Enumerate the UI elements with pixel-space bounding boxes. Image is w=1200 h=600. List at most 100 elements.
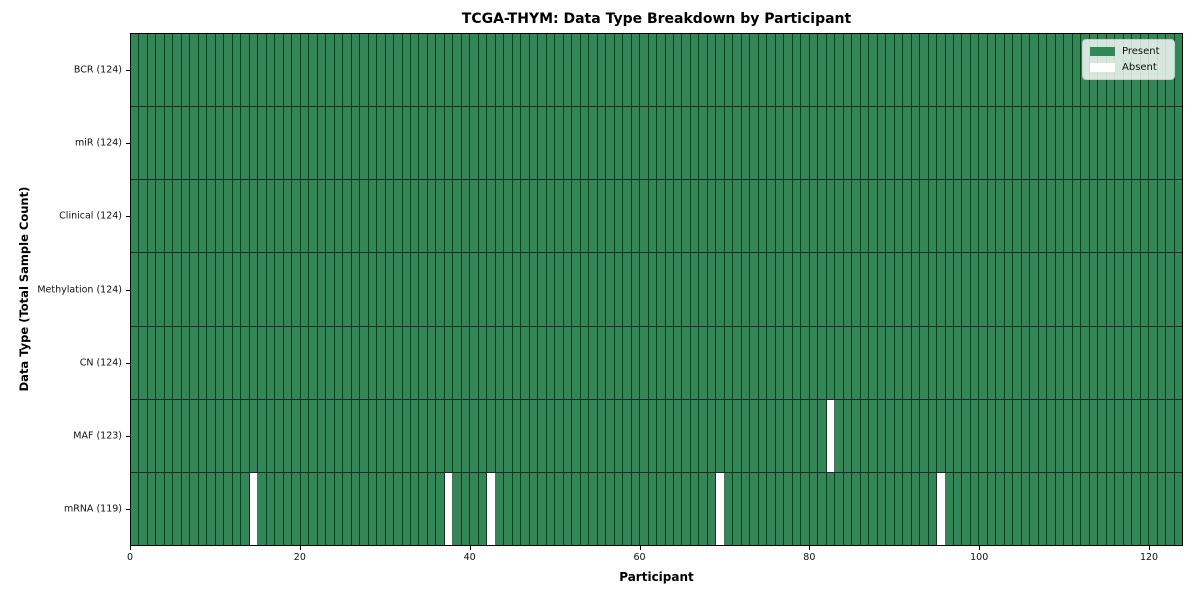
heatmap-cell (232, 472, 242, 545)
heatmap-cell (453, 253, 462, 326)
heatmap-cell (903, 472, 912, 545)
x-tick-mark (130, 546, 131, 550)
heatmap-cell (343, 472, 352, 545)
heatmap-cell (835, 326, 844, 399)
heatmap-cell (555, 34, 564, 107)
heatmap-cell (937, 472, 946, 545)
heatmap-cell (377, 253, 386, 326)
heatmap-cell (410, 326, 420, 399)
heatmap-cell (1089, 253, 1099, 326)
heatmap-cell (249, 253, 259, 326)
heatmap-cell (1004, 180, 1014, 253)
heatmap-cell (326, 253, 335, 326)
heatmap-cell (996, 326, 1005, 399)
heatmap-cell (164, 472, 174, 545)
heatmap-cell (657, 107, 666, 180)
heatmap-cell (674, 472, 683, 545)
heatmap-cell (487, 399, 496, 472)
heatmap-cell (529, 399, 539, 472)
heatmap-cell (572, 472, 581, 545)
heatmap-cell (1055, 34, 1065, 107)
heatmap-cell (699, 472, 708, 545)
heatmap-cell (334, 326, 344, 399)
heatmap-cell (292, 34, 301, 107)
heatmap-cell (1106, 107, 1116, 180)
heatmap-cell (903, 399, 912, 472)
heatmap-cell (1081, 253, 1090, 326)
heatmap-cell (962, 253, 971, 326)
heatmap-cell (945, 107, 954, 180)
heatmap-cell (427, 399, 437, 472)
heatmap-cell (928, 180, 938, 253)
heatmap-cell (343, 253, 352, 326)
heatmap-cell (1021, 34, 1031, 107)
heatmap-cell (521, 180, 530, 253)
heatmap-cell (1021, 253, 1031, 326)
heatmap-cell (131, 253, 140, 326)
heatmap-cell (487, 34, 496, 107)
heatmap-cell (546, 34, 556, 107)
heatmap-cell (232, 326, 242, 399)
heatmap-cell (173, 253, 182, 326)
heatmap-cell (504, 180, 513, 253)
heatmap-cell (181, 399, 191, 472)
heatmap-cell (538, 253, 547, 326)
heatmap-cell (597, 107, 607, 180)
heatmap-cell (1123, 107, 1133, 180)
heatmap-cell (343, 326, 352, 399)
heatmap-cell (1047, 472, 1056, 545)
heatmap-cell (1064, 34, 1073, 107)
heatmap-cell (937, 34, 946, 107)
heatmap-cell (190, 472, 199, 545)
heatmap-cell (597, 253, 607, 326)
heatmap-cell (1064, 399, 1073, 472)
x-tick-mark (979, 546, 981, 550)
heatmap-cell (1174, 34, 1183, 107)
heatmap-cell (461, 180, 471, 253)
heatmap-cell (1089, 107, 1099, 180)
heatmap-cell (1132, 180, 1141, 253)
heatmap-cell (707, 326, 717, 399)
heatmap-cell (419, 326, 428, 399)
heatmap-cell (1149, 399, 1158, 472)
heatmap-cell (1098, 472, 1107, 545)
heatmap-cell (767, 326, 776, 399)
heatmap-cell (606, 107, 615, 180)
heatmap-cell (682, 326, 691, 399)
heatmap-cell (317, 34, 327, 107)
heatmap-cell (385, 34, 395, 107)
heatmap-cell (1021, 107, 1031, 180)
heatmap-cell (920, 472, 929, 545)
heatmap-cell (470, 180, 479, 253)
heatmap-cell (156, 253, 165, 326)
heatmap-cell (478, 326, 488, 399)
heatmap-cell (1115, 326, 1124, 399)
heatmap-cell (436, 399, 445, 472)
heatmap-cell (495, 107, 505, 180)
heatmap-cell (495, 180, 505, 253)
heatmap-cell (147, 180, 157, 253)
heatmap-cell (394, 34, 403, 107)
heatmap-cell (843, 253, 853, 326)
heatmap-cell (563, 399, 573, 472)
heatmap-cell (207, 34, 216, 107)
heatmap-row (131, 106, 1183, 180)
heatmap-cell (614, 107, 624, 180)
heatmap-cell (351, 107, 361, 180)
heatmap-cell (631, 34, 641, 107)
heatmap-cell (139, 34, 148, 107)
heatmap-cell (674, 34, 683, 107)
heatmap-cell (775, 180, 785, 253)
heatmap-cell (1021, 399, 1031, 472)
heatmap-cell (512, 472, 522, 545)
y-tick-label: mRNA (119) (63, 503, 122, 515)
heatmap-cell (181, 326, 191, 399)
heatmap-cell (987, 107, 997, 180)
heatmap-cell (606, 253, 615, 326)
heatmap-cell (945, 253, 954, 326)
heatmap-cell (385, 399, 395, 472)
heatmap-cell (292, 472, 301, 545)
heatmap-cell (886, 399, 895, 472)
heatmap-cell (835, 253, 844, 326)
heatmap-cell (309, 472, 318, 545)
